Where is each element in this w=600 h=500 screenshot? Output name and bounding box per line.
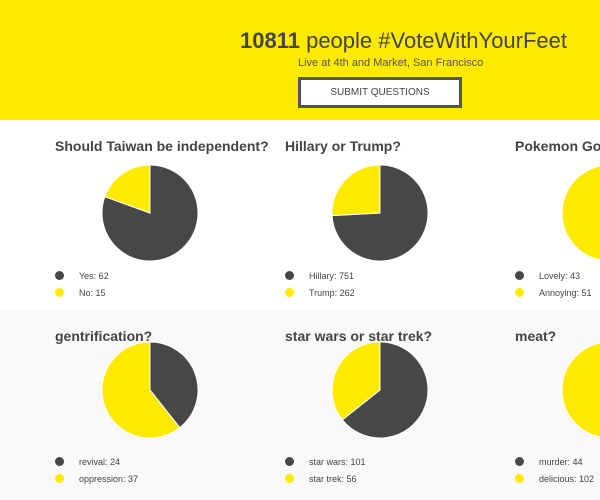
submit-questions-button[interactable]: SUBMIT QUESTIONS [298,77,462,108]
subtitle: Live at 4th and Market, San Francisco [298,57,484,69]
pie-slice [101,341,181,439]
hero-banner: 10811 people #VoteWithYourFeet Live at 4… [0,0,600,120]
legend-item: No: 15 [55,284,109,301]
legend: star wars: 101 star trek: 56 [285,453,366,487]
legend-label: revival: 24 [79,456,121,467]
pie-slice [341,341,429,439]
pie-slice [104,164,151,214]
legend-label: murder: 44 [539,456,583,467]
legend-label: delicious: 102 [539,473,595,484]
legend-dot-icon [515,474,524,483]
legend: Lovely: 43 Annoying: 51 [515,267,592,301]
pie-chart [561,342,600,438]
legend-item: Yes: 62 [55,267,109,284]
poll-card: star wars or star trek? star wars: 101 sta… [285,310,515,500]
pie-slice [331,341,381,421]
pie-slice [561,342,600,438]
poll-question: meat? [515,328,557,344]
poll-row-1: Should Taiwan be independent? Yes: 62 No: … [0,120,600,310]
legend-dot-icon [285,474,294,483]
poll-card: Hillary or Trump? Hillary: 751 Trump: 262 [285,120,515,310]
legend-item: delicious: 102 [515,470,594,487]
poll-card: gentrification? revival: 24 oppression: 37 [55,310,285,500]
legend-dot-icon [515,271,524,280]
legend-item: star trek: 56 [285,470,366,487]
pie-chart [331,341,429,439]
legend-label: Lovely: 43 [539,270,581,281]
legend-item: murder: 44 [515,453,594,470]
poll-question: star wars or star trek? [285,328,433,344]
legend-label: oppression: 37 [79,473,139,484]
pie-slice [149,341,199,429]
poll-card: Should Taiwan be independent? Yes: 62 No: … [55,120,285,310]
legend-label: Hillary: 751 [309,270,355,281]
legend-item: Lovely: 43 [515,267,592,284]
legend-dot-icon [285,288,294,297]
legend-item: Trump: 262 [285,284,355,301]
legend-dot-icon [515,288,524,297]
legend-label: Trump: 262 [309,287,355,298]
legend-label: Yes: 62 [79,270,109,281]
pie-slice [331,164,381,217]
legend-dot-icon [55,474,64,483]
legend-label: star wars: 101 [309,456,366,467]
legend-label: Annoying: 51 [539,287,592,298]
legend-dot-icon [55,288,64,297]
pie-slice [561,165,600,261]
headline: 10811 people #VoteWithYourFeet [240,28,567,54]
legend-item: revival: 24 [55,453,138,470]
legend: Hillary: 751 Trump: 262 [285,267,355,301]
legend-label: star trek: 56 [309,473,357,484]
poll-card: Pokemon Go? Lovely: 43 Annoying: 51 [515,120,600,310]
poll-question: Hillary or Trump? [285,138,401,154]
legend-label: No: 15 [79,287,106,298]
people-count: 10811 [240,28,300,53]
poll-question: Should Taiwan be independent? [55,138,269,154]
pie-chart [561,165,600,261]
legend-item: Hillary: 751 [285,267,355,284]
pie-chart [101,341,199,439]
poll-row-2: gentrification? revival: 24 oppression: 37… [0,310,600,500]
legend-item: oppression: 37 [55,470,138,487]
legend-item: Annoying: 51 [515,284,592,301]
pie-chart [331,164,429,262]
legend-dot-icon [285,271,294,280]
legend: revival: 24 oppression: 37 [55,453,138,487]
poll-question: Pokemon Go? [515,138,600,154]
legend: Yes: 62 No: 15 [55,267,109,301]
pie-chart [101,164,199,262]
legend-dot-icon [55,271,64,280]
legend-item: star wars: 101 [285,453,366,470]
pie-slice [101,164,199,262]
legend-dot-icon [515,457,524,466]
legend: murder: 44 delicious: 102 [515,453,594,487]
poll-card: meat? murder: 44 delicious: 102 [515,310,600,500]
poll-question: gentrification? [55,328,153,344]
headline-text: people #VoteWithYourFeet [299,28,568,53]
legend-dot-icon [55,457,64,466]
legend-dot-icon [285,457,294,466]
